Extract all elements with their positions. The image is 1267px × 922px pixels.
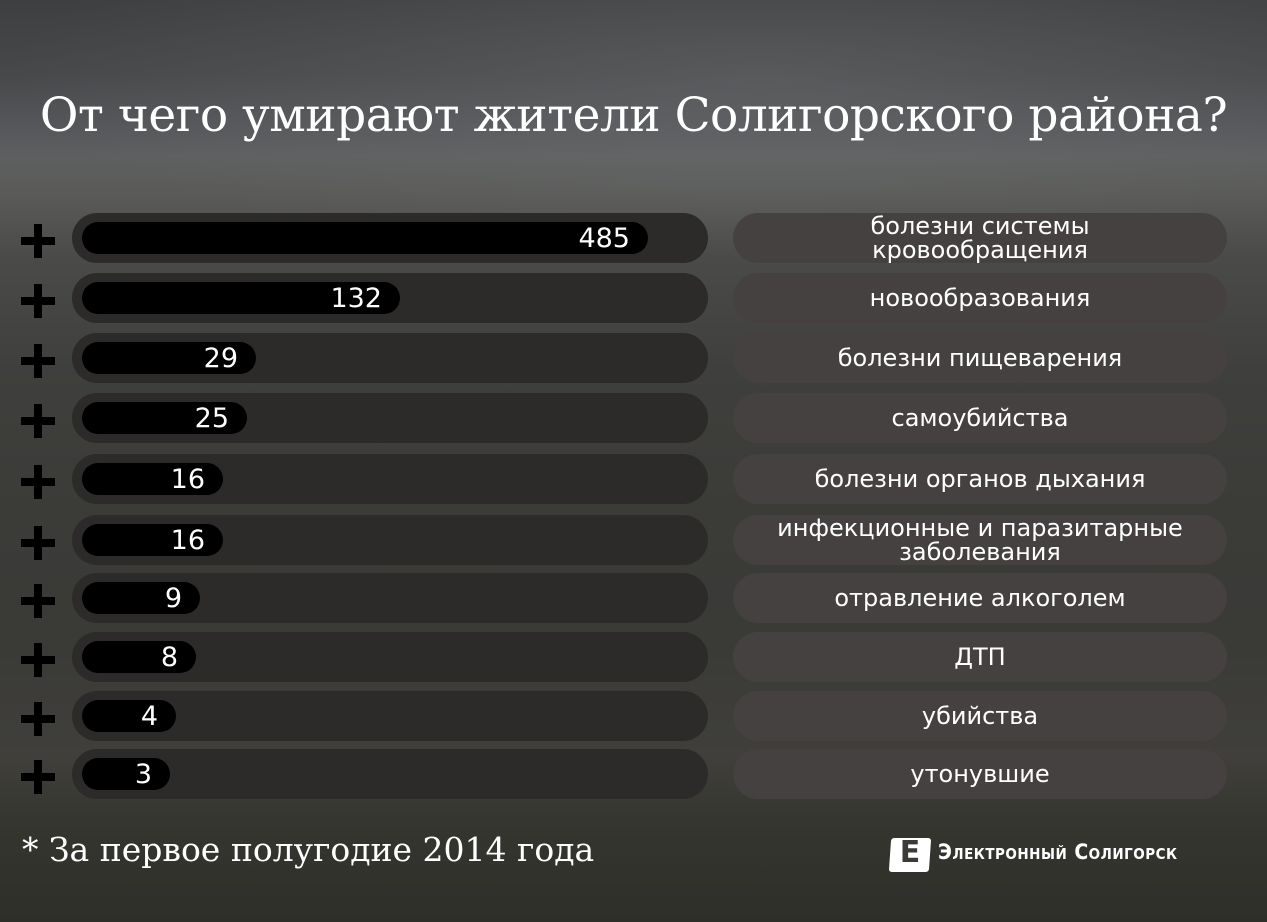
category-label-pill: новообразования (733, 273, 1227, 323)
plus-icon (21, 584, 55, 618)
bar-value-label: 4 (140, 701, 158, 732)
logo-mark-letter: Е (899, 835, 921, 870)
bar-value-label: 16 (170, 464, 205, 495)
category-label-pill: болезни органов дыхания (733, 454, 1227, 504)
bar-track: 9 (72, 573, 708, 623)
chart-row: 9 отравление алкоголем (0, 573, 1267, 623)
chart-row: 29 болезни пищеварения (0, 333, 1267, 383)
bar (82, 700, 176, 732)
logo-text: Электронный Солигорск (938, 840, 1178, 864)
category-label-pill: утонувшие (733, 749, 1227, 799)
bar-track: 16 (72, 454, 708, 504)
chart-row: 16 болезни органов дыхания (0, 454, 1267, 504)
bar-value-label: 25 (194, 403, 229, 434)
chart-row: 4 убийства (0, 691, 1267, 741)
bar-value-label: 8 (160, 642, 178, 673)
bar-track: 4 (72, 691, 708, 741)
plus-icon (21, 465, 55, 499)
category-label-pill: болезни системы кровообращения (733, 213, 1227, 263)
category-label-pill: болезни пищеварения (733, 333, 1227, 383)
bar (82, 342, 256, 374)
bar-value-label: 9 (164, 583, 182, 614)
category-label: болезни пищеварения (837, 344, 1123, 372)
bar (82, 582, 200, 614)
plus-icon (21, 526, 55, 560)
category-label: убийства (921, 702, 1039, 730)
chart-row: 25 самоубийства (0, 393, 1267, 443)
plus-icon (21, 344, 55, 378)
category-label-pill: отравление алкоголем (733, 573, 1227, 623)
bar-track: 25 (72, 393, 708, 443)
plus-icon (21, 760, 55, 794)
plus-icon (21, 643, 55, 677)
category-label: отравление алкоголем (834, 584, 1126, 612)
bar-track: 8 (72, 632, 708, 682)
chart-row: 3 утонувшие (0, 749, 1267, 799)
bar (82, 524, 223, 556)
category-label: ДТП (954, 643, 1006, 671)
chart-row: 132 новообразования (0, 273, 1267, 323)
footnote: * За первое полугодие 2014 года (22, 830, 595, 869)
bar-value-label: 132 (330, 283, 382, 314)
plus-icon (21, 404, 55, 438)
category-label: утонувшие (910, 760, 1050, 788)
bar-value-label: 3 (134, 759, 152, 790)
bar-track: 485 (72, 213, 708, 263)
bar (82, 402, 247, 434)
bar-track: 132 (72, 273, 708, 323)
chart-row: 485 болезни системы кровообращения (0, 213, 1267, 263)
category-label: новообразования (869, 284, 1091, 312)
bar-track: 16 (72, 515, 708, 565)
chart-row: 8 ДТП (0, 632, 1267, 682)
category-label: самоубийства (891, 404, 1069, 432)
category-label-pill: самоубийства (733, 393, 1227, 443)
category-label: инфекционные и паразитарные заболевания (777, 514, 1183, 566)
bar-value-label: 29 (203, 343, 238, 374)
category-label-pill: ДТП (733, 632, 1227, 682)
bar-value-label: 485 (578, 223, 630, 254)
category-label: болезни системы кровообращения (870, 212, 1090, 264)
plus-icon (21, 224, 55, 258)
category-label-pill: убийства (733, 691, 1227, 741)
bar (82, 463, 223, 495)
page-title: От чего умирают жители Солигорского райо… (39, 88, 1228, 143)
category-label: болезни органов дыхания (814, 465, 1146, 493)
bar-value-label: 16 (170, 525, 205, 556)
bar (82, 222, 648, 254)
plus-icon (21, 284, 55, 318)
bar-track: 3 (72, 749, 708, 799)
bar (82, 758, 170, 790)
plus-icon (21, 702, 55, 736)
bar (82, 641, 196, 673)
bar-track: 29 (72, 333, 708, 383)
category-label-pill: инфекционные и паразитарные заболевания (733, 515, 1227, 565)
chart-row: 16 инфекционные и паразитарные заболевани… (0, 515, 1267, 565)
bar (82, 282, 400, 314)
